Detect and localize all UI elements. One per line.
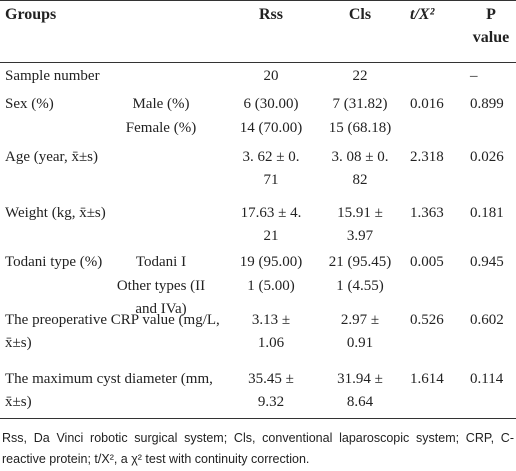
header-rule — [0, 62, 516, 63]
header-cls: Cls — [348, 6, 372, 23]
cell-p: 0.181 — [470, 205, 504, 221]
cell-label: Weight (kg, x̄±s) — [5, 205, 106, 221]
cell-p: 0.026 — [470, 149, 504, 165]
cell-p: 0.602 — [470, 312, 504, 328]
cell-label: The preoperative CRP value (mg/L, x̄±s) — [5, 312, 220, 351]
cell-rss: 6 (30.00) — [243, 96, 299, 112]
cell-rss: 20 — [263, 68, 279, 84]
cell-rss: 14 (70.00) — [239, 120, 303, 136]
cell-label: Age (year, x̄±s) — [5, 149, 99, 165]
cell-cls: 22 — [352, 68, 368, 84]
cell-rss: 1 (5.00) — [247, 278, 295, 294]
cell-t: 2.318 — [410, 149, 444, 165]
cell-p: 0.945 — [470, 254, 504, 270]
cell-t: 0.016 — [410, 96, 444, 112]
cell-label: Todani type (%) — [5, 254, 103, 270]
cell-rss: 17.63 ± 4. 21 — [240, 205, 302, 244]
cell-label: Sample number — [5, 68, 100, 84]
cell-cls: 15 (68.18) — [328, 120, 392, 136]
header-groups: Groups — [5, 6, 57, 23]
cell-t: 1.363 — [410, 205, 444, 221]
cell-t: 0.005 — [410, 254, 444, 270]
top-rule — [0, 0, 516, 1]
footnote: Rss, Da Vinci robotic surgical system; C… — [2, 431, 514, 466]
cell-sub: Other types (II and IVa) — [116, 278, 206, 317]
cell-cls: 15.91 ± 3.97 — [337, 205, 383, 244]
cell-t: 1.614 — [410, 371, 444, 387]
header-stat: t/X² — [410, 6, 435, 23]
cell-cls: 1 (4.55) — [336, 278, 384, 294]
cell-sub: Female (%) — [125, 120, 197, 136]
cell-cls: 7 (31.82) — [332, 96, 388, 112]
cell-t: 0.526 — [410, 312, 444, 328]
cell-p: 0.899 — [470, 96, 504, 112]
cell-cls: 21 (95.45) — [328, 254, 392, 270]
cell-rss: 3.13 ± 1.06 — [251, 312, 291, 351]
cell-label: Sex (%) — [5, 96, 54, 112]
header-rss: Rss — [258, 6, 283, 23]
cell-cls: 3. 08 ± 0. 82 — [331, 149, 389, 188]
cell-p: – — [470, 68, 478, 84]
cell-sub: Male (%) — [132, 96, 190, 112]
cell-rss: 19 (95.00) — [239, 254, 303, 270]
cell-sub: Todani I — [135, 254, 187, 270]
cell-cls: 2.97 ± 0.91 — [340, 312, 380, 351]
cell-label: The maximum cyst diameter (mm, x̄±s) — [5, 371, 213, 410]
cell-cls: 31.94 ± 8.64 — [337, 371, 383, 410]
header-p: P value — [472, 6, 510, 46]
bottom-rule — [0, 418, 516, 419]
cell-rss: 3. 62 ± 0. 71 — [242, 149, 300, 188]
cell-rss: 35.45 ± 9.32 — [248, 371, 294, 410]
cell-p: 0.114 — [470, 371, 504, 387]
